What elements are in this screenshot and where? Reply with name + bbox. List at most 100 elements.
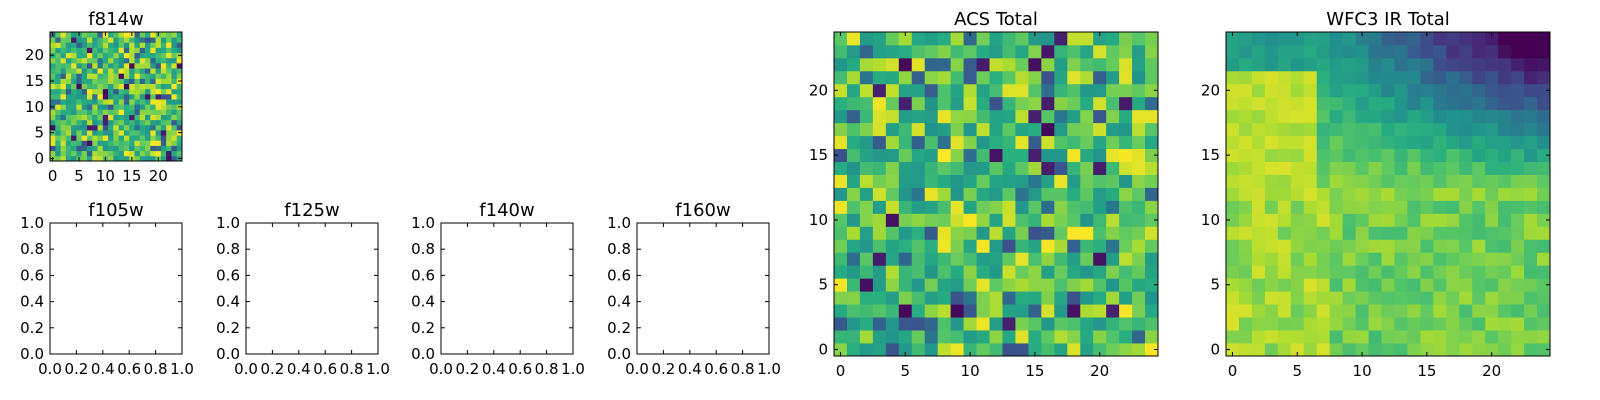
heatmap-cell [166, 130, 172, 136]
heatmap-cell [911, 135, 926, 150]
heatmap-cell [171, 119, 178, 126]
y-tick-label: 5 [34, 124, 44, 142]
heatmap-cell [1226, 252, 1240, 266]
heatmap-cell [834, 148, 848, 162]
heatmap-cell [872, 239, 887, 253]
heatmap-cell [1329, 330, 1344, 344]
heatmap-cell [911, 148, 926, 162]
heatmap-cell [1290, 148, 1305, 162]
heatmap-cell [1264, 200, 1279, 214]
heatmap-cell [1119, 239, 1133, 253]
heatmap-cell [976, 44, 990, 59]
heatmap-cell [139, 124, 146, 131]
heatmap-cell [950, 109, 964, 124]
heatmap-cell [911, 70, 926, 85]
heatmap-cell [1093, 278, 1107, 292]
heatmap-cell [166, 88, 172, 95]
heatmap-cell [60, 42, 67, 48]
y-tick-label: 0.4 [20, 293, 44, 311]
heatmap-cell [97, 32, 104, 38]
y-tick-label: 0.2 [607, 319, 631, 337]
heatmap-cell [898, 135, 913, 150]
heatmap-cell [92, 135, 98, 141]
heatmap-cell [1511, 213, 1525, 227]
heatmap-cell [859, 343, 874, 357]
heatmap-cell [65, 109, 72, 115]
heatmap-cell [1238, 122, 1253, 137]
heatmap-cell [171, 42, 178, 48]
heatmap-cell [1119, 226, 1133, 240]
heatmap-cell [976, 226, 990, 240]
heatmap-cell [150, 145, 156, 152]
heatmap-cell [166, 78, 172, 84]
heatmap-cell [76, 140, 83, 146]
heatmap-cell [97, 73, 104, 79]
heatmap-cell [139, 109, 146, 115]
heatmap-cell [1145, 304, 1159, 318]
heatmap-cell [123, 150, 130, 157]
y-tick-label: 0.2 [20, 319, 44, 337]
heatmap-cell [1342, 291, 1356, 305]
heatmap-cell [1446, 213, 1460, 227]
heatmap-cell [1511, 187, 1525, 201]
heatmap-cell [989, 70, 1003, 85]
heatmap-cell [1485, 252, 1499, 266]
heatmap-cell [71, 130, 77, 136]
heatmap-cell [1264, 109, 1279, 124]
heatmap-cell [1277, 252, 1292, 266]
heatmap-cell [65, 57, 72, 64]
heatmap-cell [911, 32, 926, 46]
heatmap-cell [1277, 174, 1292, 188]
heatmap-cell [160, 155, 167, 162]
heatmap-cell [859, 278, 874, 292]
heatmap-cell [1226, 70, 1240, 85]
heatmap-cell [1472, 174, 1486, 188]
heatmap-cell [911, 96, 926, 111]
heatmap-cell [1226, 57, 1240, 72]
heatmap-cell [1080, 304, 1094, 318]
heatmap-cell [924, 135, 939, 150]
heatmap-cell [1459, 213, 1473, 227]
heatmap-cell [834, 226, 848, 240]
heatmap-cell [55, 130, 61, 136]
heatmap-cell [108, 140, 114, 146]
heatmap-cell [108, 130, 114, 136]
heatmap-cell [1407, 161, 1421, 175]
heatmap-cell [171, 37, 178, 43]
heatmap-cell [113, 42, 120, 48]
heatmap-cell [1119, 304, 1133, 318]
heatmap-cell [81, 42, 88, 48]
heatmap-cell [55, 78, 61, 84]
heatmap-cell [55, 114, 61, 121]
heatmap-cell [1226, 148, 1240, 162]
heatmap-cell [1459, 317, 1473, 331]
heatmap-cell [1355, 135, 1369, 150]
heatmap-cell [1446, 187, 1460, 201]
heatmap-cell [859, 32, 874, 46]
heatmap-cell [976, 200, 990, 214]
x-tick-label: 20 [1090, 362, 1109, 380]
heatmap-cell [1420, 187, 1434, 201]
heatmap-cell [989, 226, 1003, 240]
heatmap-cell [1145, 109, 1159, 124]
heatmap-cell [1054, 187, 1068, 201]
heatmap-cell [1028, 226, 1042, 240]
heatmap-cell [963, 96, 977, 111]
heatmap-cell [113, 93, 120, 100]
heatmap-cell [86, 73, 93, 79]
heatmap-cell [911, 213, 926, 227]
heatmap-cell [129, 78, 135, 84]
heatmap-cell [155, 135, 162, 141]
heatmap-cell [1067, 187, 1081, 201]
heatmap-cell [1433, 200, 1447, 214]
heatmap-cell [1264, 148, 1279, 162]
heatmap-cell [1407, 278, 1421, 292]
heatmap-cell [1498, 239, 1512, 253]
heatmap-cell [846, 200, 861, 214]
heatmap-cell [108, 73, 114, 79]
heatmap-cell [160, 114, 167, 121]
heatmap-cell [872, 317, 887, 331]
heatmap-cell [129, 42, 135, 48]
heatmap-cell [1303, 44, 1318, 59]
heatmap-cell [1511, 239, 1525, 253]
